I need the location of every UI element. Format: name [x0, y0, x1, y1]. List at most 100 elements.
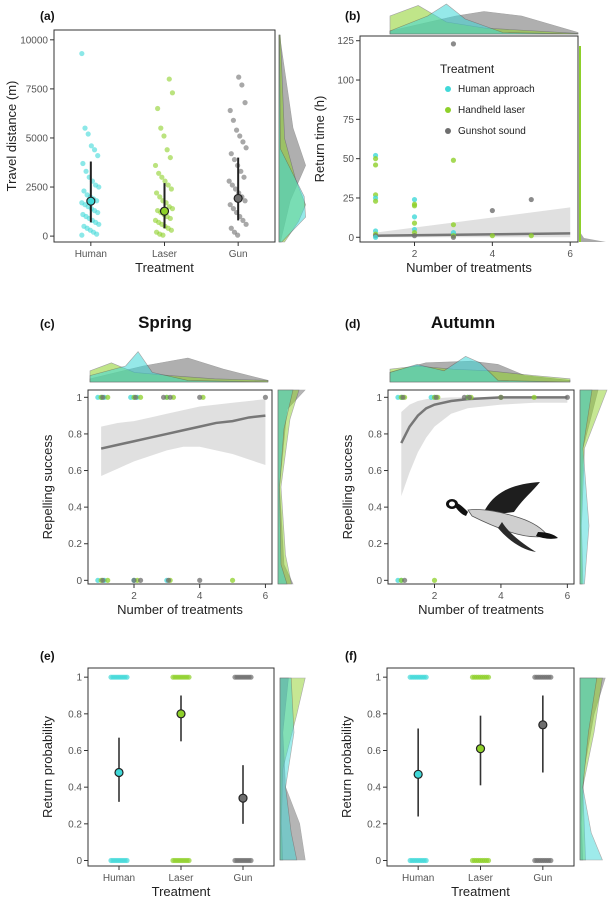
y-tick-label: 10000	[20, 35, 48, 46]
x-axis-label: Number of treatments	[117, 602, 243, 617]
goose-wing	[482, 482, 540, 516]
data-point	[248, 857, 254, 864]
x-tick-label: Laser	[468, 873, 494, 884]
y-axis-label: Repelling success	[40, 434, 55, 539]
data-point	[105, 577, 111, 583]
data-point	[548, 674, 554, 680]
data-point	[235, 232, 241, 238]
data-point	[79, 50, 85, 57]
data-point	[240, 139, 246, 145]
y-tick-label: 0.8	[368, 429, 382, 440]
y-tick-label: 0.2	[367, 819, 381, 830]
data-point	[131, 577, 137, 583]
data-point	[152, 162, 159, 169]
x-tick-label: 4	[490, 249, 496, 260]
y-tick-label: 125	[337, 36, 354, 47]
data-point	[450, 222, 457, 228]
data-point	[164, 147, 170, 153]
data-point	[82, 125, 88, 131]
y-tick-label: 0	[76, 856, 82, 867]
data-point	[227, 107, 233, 114]
data-point	[489, 233, 495, 239]
y-axis-label: Return time (h)	[312, 96, 327, 183]
data-point	[372, 156, 379, 162]
legend-item-label: Human approach	[458, 84, 535, 95]
data-point	[197, 394, 203, 400]
y-tick-label: 100	[337, 76, 354, 87]
x-tick-label: 6	[567, 249, 573, 260]
x-tick-label: 2	[432, 591, 438, 602]
x-tick-label: 2	[412, 249, 418, 260]
legend-item-label: Gunshot sound	[458, 126, 526, 137]
y-tick-label: 0.4	[68, 783, 82, 794]
data-point	[402, 577, 408, 583]
y-axis-label: Return probability	[40, 716, 55, 818]
data-point	[461, 394, 467, 400]
x-tick-label: Gun	[533, 873, 552, 884]
x-axis-label: Number of treatments	[418, 602, 544, 617]
goose-cheek	[449, 501, 455, 507]
data-point	[240, 217, 246, 224]
data-point	[236, 74, 242, 80]
data-point	[197, 577, 203, 583]
x-tick-label: 4	[197, 591, 203, 602]
data-point	[94, 231, 100, 237]
y-axis-label: Repelling success	[340, 434, 355, 539]
data-point	[238, 168, 244, 174]
data-point	[431, 577, 438, 583]
data-point	[160, 394, 167, 400]
data-point	[242, 100, 248, 106]
data-point	[159, 174, 165, 180]
trend-line	[400, 396, 568, 444]
data-point	[96, 221, 102, 227]
panel-title: Spring	[138, 313, 192, 332]
data-point	[100, 577, 106, 583]
plot-frame	[359, 35, 579, 243]
data-point	[237, 133, 243, 139]
y-tick-label: 1	[76, 673, 82, 684]
data-point	[411, 233, 418, 239]
data-point	[372, 198, 379, 204]
mean-point	[176, 709, 186, 719]
data-point	[186, 674, 192, 680]
data-point	[88, 143, 94, 149]
data-point	[166, 76, 172, 82]
data-point	[186, 857, 192, 864]
data-point	[230, 117, 237, 123]
data-point	[165, 182, 171, 188]
mean-point	[159, 206, 170, 216]
data-point	[233, 127, 240, 133]
mean-point	[413, 769, 423, 779]
x-tick-label: 4	[498, 591, 504, 602]
data-point	[239, 82, 245, 88]
data-point	[372, 234, 379, 240]
panel-f: 0 0.2 0.4 0.6 0.8 1 Human Laser Gun Treatment Retu…	[339, 649, 606, 899]
y-tick-label: 0.2	[68, 819, 82, 830]
data-point	[165, 577, 172, 583]
data-point	[81, 188, 87, 194]
panel-e: 0 0.2 0.4 0.6 0.8 1 Human Laser Gun Treatment Retu…	[40, 649, 306, 899]
mean-point	[233, 193, 243, 204]
x-tick-label: 6	[263, 591, 269, 602]
data-point	[169, 90, 176, 96]
panel-d: 0 0.2 0.4 0.6 0.8 1 2 4 6 Number of treatments Rep…	[340, 313, 608, 617]
x-tick-label: Human	[75, 249, 107, 260]
data-point	[157, 194, 163, 200]
y-tick-label: 0.6	[367, 746, 381, 757]
goose-tail	[536, 532, 558, 539]
data-point	[124, 857, 130, 864]
data-point	[372, 162, 379, 168]
x-tick-label: 6	[565, 591, 571, 602]
y-tick-label: 0.4	[68, 503, 82, 514]
data-point	[167, 154, 173, 161]
y-tick-label: 1	[376, 393, 382, 404]
y-tick-label: 0.2	[368, 539, 382, 550]
data-point	[133, 394, 139, 400]
y-tick-label: 5000	[26, 133, 49, 144]
y-tick-label: 0.4	[367, 783, 381, 794]
data-point	[450, 234, 457, 240]
data-point	[169, 206, 176, 212]
data-point	[160, 232, 166, 238]
data-point	[100, 394, 106, 400]
data-point	[411, 196, 418, 203]
